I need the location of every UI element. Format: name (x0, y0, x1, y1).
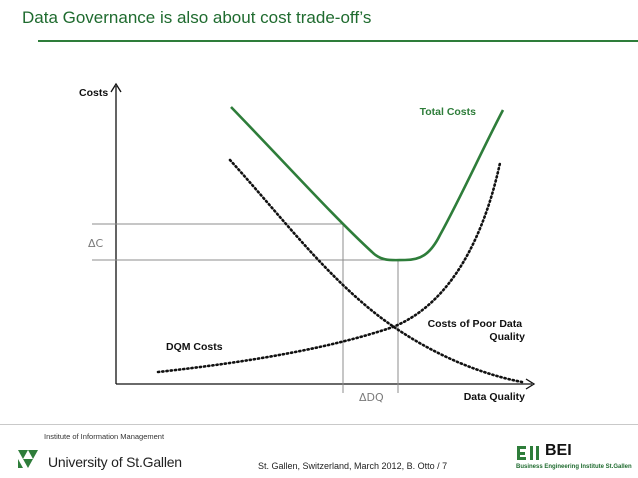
total-costs-label: Total Costs (420, 106, 477, 118)
delta-dq-label: ΔDQ (359, 391, 384, 404)
title-divider (38, 40, 638, 42)
dqm-costs-curve (156, 161, 502, 374)
dqm-costs-label: DQM Costs (166, 341, 223, 353)
bei-full-name: Business Engineering Institute St.Gallen (516, 464, 632, 470)
poor-quality-label-line-2: Quality (489, 331, 525, 343)
delta-c-label: ΔC (88, 237, 104, 250)
total-costs-curve (230, 106, 505, 262)
footer-citation: St. Gallen, Switzerland, March 2012, B. … (258, 461, 448, 471)
poor-quality-costs-label: Costs of Poor Data Quality (428, 318, 526, 343)
university-logo-icon (18, 450, 38, 468)
y-axis-arrow (110, 82, 122, 93)
bei-logo-icon (517, 446, 539, 460)
x-axis-label: Data Quality (464, 391, 525, 403)
poor-quality-label-line-1: Costs of Poor Data (428, 318, 523, 330)
footer-divider (0, 424, 638, 425)
y-axis-label: Costs (79, 87, 108, 99)
x-axis-arrow (525, 378, 536, 390)
university-name: University of St.Gallen (48, 454, 182, 470)
poor-quality-costs-curve (228, 158, 524, 384)
slide-title: Data Governance is also about cost trade… (22, 8, 372, 27)
institute-name: Institute of Information Management (44, 432, 165, 441)
bei-acronym: BEI (545, 442, 572, 459)
